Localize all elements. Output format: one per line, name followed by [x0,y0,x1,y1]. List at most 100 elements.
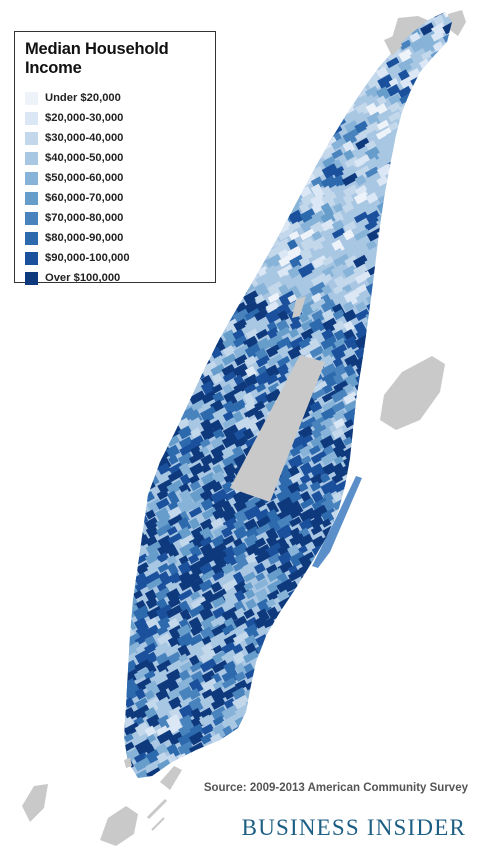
tract-block [310,21,326,37]
tract-block [387,166,403,182]
tract-block [342,436,353,446]
tract-block [375,508,387,518]
tract-block [265,680,280,695]
tract-block [266,704,285,721]
tract-block [387,66,400,79]
tract-block [342,757,359,772]
tract-block [399,212,413,226]
tract-block [408,768,425,778]
tract-block [232,220,247,234]
tract-block [464,139,475,149]
tract-block [298,551,317,569]
tract-block [409,60,423,74]
tract-block [124,415,139,428]
tract-block [419,310,433,325]
tract-block [276,524,294,541]
tract-block [222,101,242,119]
tract-block [287,103,300,116]
tract-block [177,624,192,638]
tract-block [243,120,258,133]
tract-block [212,679,225,691]
tract-block [354,120,369,134]
tract-block [278,129,294,143]
tract-block [430,725,445,740]
tract-block [190,427,202,439]
tract-block [255,155,269,168]
tract-block [234,12,246,16]
tract-block [352,695,370,712]
tract-block [276,345,290,357]
tract-block [124,562,125,575]
tract-block [432,650,451,668]
tract-block [177,561,193,576]
tract-block [309,596,326,610]
hudson-pier [124,758,132,768]
tract-block [354,591,365,601]
tract-block [355,328,370,341]
tract-block [265,535,279,548]
tract-block [124,371,129,386]
tract-block [276,22,291,36]
tract-block [265,12,283,18]
tract-block [310,67,323,79]
tract-block [289,254,306,270]
tract-block [179,380,194,393]
tract-block [124,418,126,430]
tract-block [398,129,415,144]
tract-block [234,147,248,160]
tract-block [309,659,327,675]
tract-block [234,39,247,51]
tract-block [233,68,246,80]
tract-block [223,219,238,234]
tract-block [397,589,412,604]
tract-block [287,490,303,504]
tract-block [124,337,140,353]
tract-block [189,545,203,559]
tract-block [364,220,378,232]
tract-block [289,336,306,351]
tract-block [430,740,448,756]
tract-block [124,401,125,412]
tract-block [354,129,370,142]
tract-block [431,561,448,577]
tract-block [100,645,111,657]
tract-block [354,562,368,577]
tract-block [332,83,347,97]
tract-block [201,688,214,700]
tract-block [188,678,204,695]
tract-block [234,760,246,772]
tract-block [234,590,246,602]
tract-block [199,649,217,663]
tract-block [365,507,381,521]
tract-block [386,750,400,764]
legend-label: $80,000-90,000 [45,232,124,244]
tract-block [364,472,380,484]
legend-swatch [25,131,38,145]
tract-block [465,715,476,725]
tract-block [432,131,444,143]
tract-block [364,481,377,493]
tract-block [166,379,183,394]
tract-block [464,483,475,494]
tract-block [266,578,285,595]
tract-block [387,201,404,217]
tract-block [212,428,225,441]
tract-block [265,651,282,664]
tract-block [442,568,452,584]
tract-block [288,40,302,55]
tract-block [199,551,217,566]
tract-block [443,697,452,710]
tract-block [232,253,251,272]
tract-block [408,112,426,128]
tract-block [124,536,136,547]
tract-block [320,210,337,226]
tract-block [397,140,409,151]
tract-block [364,408,380,425]
tract-block [199,579,214,592]
tract-block [343,39,362,57]
tract-block [466,517,480,532]
tract-block [352,659,370,676]
tract-block [234,625,248,638]
tract-block [276,138,291,154]
tract-block [244,12,263,30]
